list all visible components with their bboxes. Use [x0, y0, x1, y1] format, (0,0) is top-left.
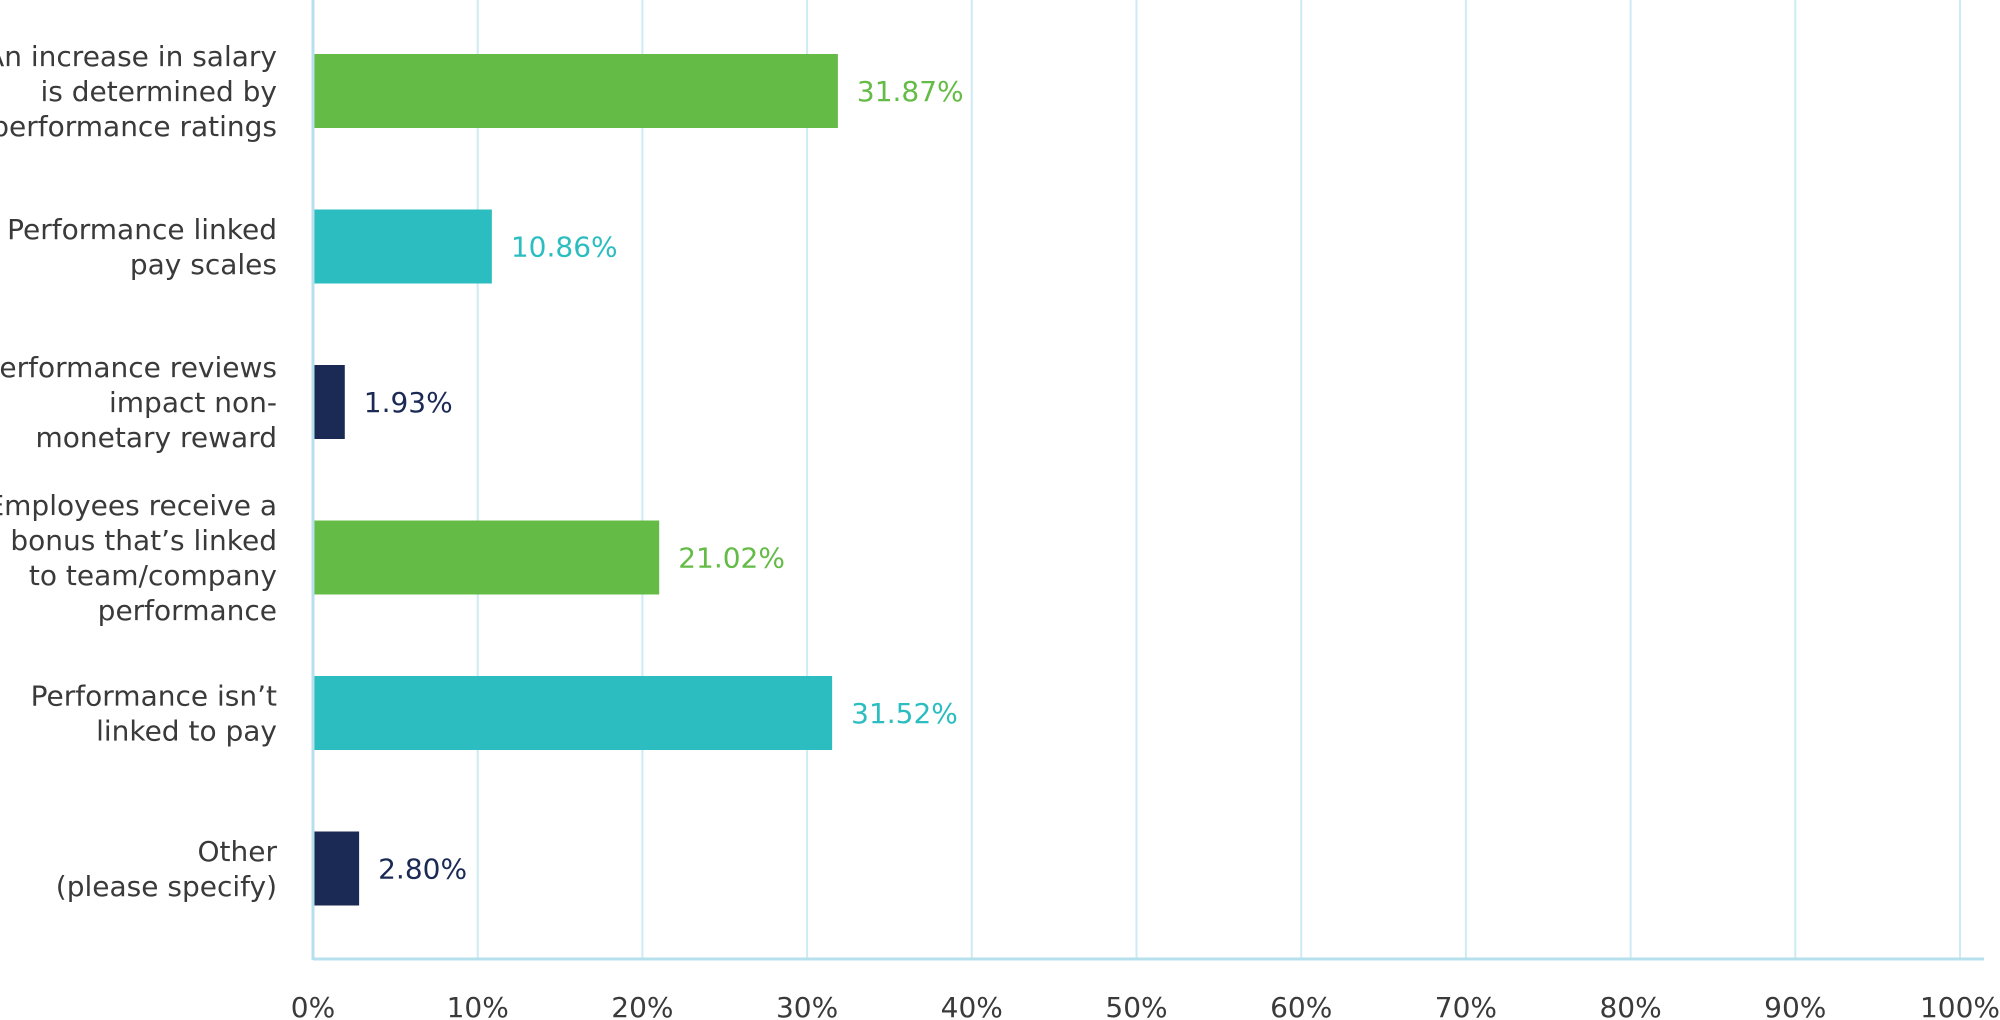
data-label: 31.87% — [857, 75, 964, 108]
data-label: 31.52% — [851, 697, 958, 730]
data-label: 10.86% — [511, 231, 618, 264]
category-label-line: (please specify) — [56, 870, 277, 903]
bar — [313, 520, 660, 595]
axes: 0% 10% 20% 30% 40% 50% 60% 70% 80% 90% 100% — [291, 0, 2000, 1020]
x-tick-label: 50% — [1105, 991, 1167, 1020]
bar — [313, 676, 833, 750]
grid-lines — [476, 0, 1961, 959]
category-label: Performance reviews impact non-monetary r… — [0, 351, 277, 454]
category-label-line: performance — [98, 594, 277, 627]
category-label-line: Performance isn’t — [31, 680, 277, 713]
x-tick-label: 100% — [1920, 991, 2000, 1020]
x-tick-label: 60% — [1270, 991, 1332, 1020]
category-label-line: Employees receive a — [0, 489, 277, 522]
category-label-line: bonus that’s linked — [10, 524, 277, 557]
category-label-line: pay scales — [130, 248, 277, 281]
category-label-line: An increase in salary — [0, 40, 277, 73]
x-tick-label: 10% — [447, 991, 509, 1020]
category-label-line: is determined by — [40, 75, 277, 108]
category-label: Employees receive a bonus that’s linked to… — [0, 489, 277, 627]
category-label: Performance linked pay scales — [7, 213, 277, 281]
category-label-line: linked to pay — [96, 715, 277, 748]
x-tick-label: 20% — [611, 991, 673, 1020]
bar — [313, 365, 345, 439]
x-tick-label: 40% — [941, 991, 1003, 1020]
bar — [313, 209, 492, 284]
category-label-line: to team/company — [29, 559, 277, 592]
category-label-line: monetary reward — [36, 421, 277, 454]
category-label: Performance isn’t linked to pay — [31, 680, 277, 748]
data-label: 1.93% — [364, 386, 453, 419]
category-label-line: Performance reviews — [0, 351, 277, 384]
x-tick-label: 70% — [1435, 991, 1497, 1020]
bar — [313, 831, 360, 906]
category-label-line: impact non- — [109, 386, 277, 419]
bars — [313, 54, 838, 906]
category-label: An increase in salary is determined by per… — [0, 40, 277, 143]
category-label-line: Other — [197, 835, 277, 868]
labels: 31.87% An increase in salary is determined… — [0, 40, 964, 903]
category-label-line: performance ratings — [0, 110, 277, 143]
data-label: 21.02% — [678, 542, 785, 575]
x-tick-label: 90% — [1764, 991, 1826, 1020]
x-tick-label: 80% — [1599, 991, 1661, 1020]
bar — [313, 54, 838, 128]
x-tick-label: 30% — [776, 991, 838, 1020]
x-tick-label: 0% — [291, 991, 335, 1020]
category-label-line: Performance linked — [7, 213, 277, 246]
data-label: 2.80% — [378, 853, 467, 886]
category-label: Other (please specify) — [56, 835, 278, 903]
